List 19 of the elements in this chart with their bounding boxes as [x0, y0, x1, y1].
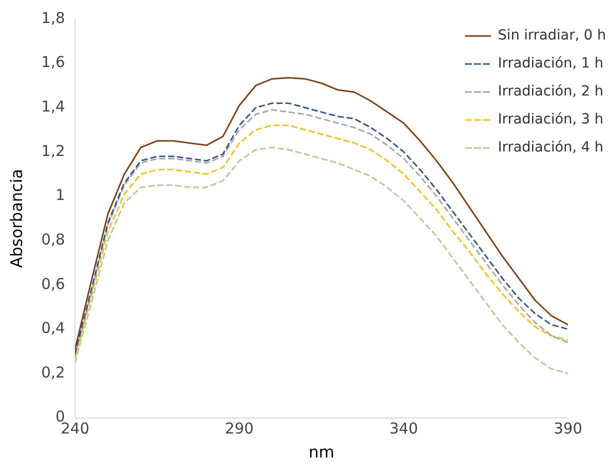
legend-label: Irradiación, 2 h — [498, 84, 604, 100]
y-tick-label: 0,8 — [41, 230, 66, 248]
legend-label: Irradiación, 4 h — [498, 140, 604, 156]
x-tick-label: 390 — [554, 420, 582, 438]
y-tick-label: 1,6 — [41, 53, 66, 72]
x-tick-label: 290 — [225, 420, 254, 438]
y-tick-label: 1,2 — [41, 142, 66, 160]
y-tick-label: 0,2 — [41, 363, 66, 382]
legend-label: Irradiación, 1 h — [498, 56, 604, 72]
y-tick-label: 0,4 — [41, 319, 66, 338]
y-tick-label: 1,8 — [41, 8, 66, 27]
y-tick-label: 1,4 — [41, 98, 66, 116]
legend-label: Irradiación, 3 h — [498, 112, 604, 128]
legend-label: Sin irradiar, 0 h — [498, 28, 606, 44]
y-tick-label: 1 — [56, 186, 66, 204]
x-axis-title: nm — [308, 442, 334, 462]
x-tick-label: 340 — [389, 420, 418, 438]
y-tick-label: 0,6 — [41, 274, 66, 293]
y-axis-title: Absorbancia — [6, 168, 26, 268]
